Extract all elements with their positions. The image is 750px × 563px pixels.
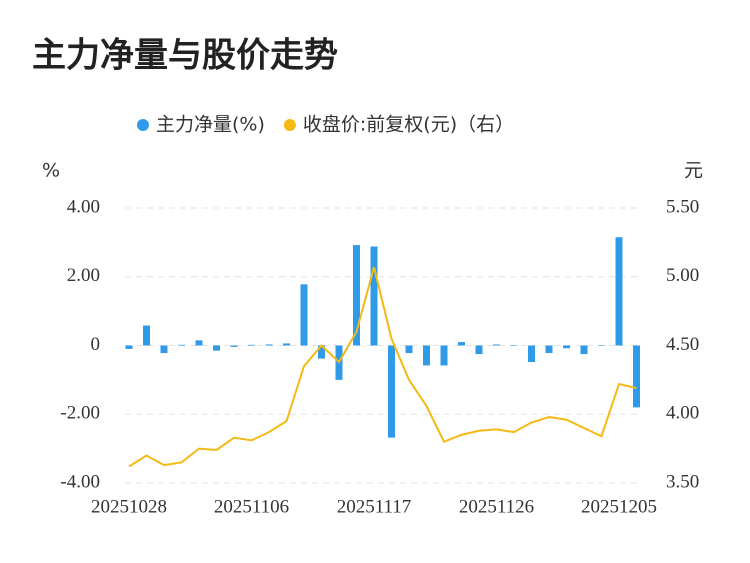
y2-tick-label: 4.50 (666, 334, 699, 355)
y2-tick-label: 3.50 (666, 471, 699, 492)
bar (143, 325, 150, 346)
y2-tick-label: 5.00 (666, 265, 699, 286)
price-line (128, 266, 637, 468)
x-tick-label: 20251117 (337, 496, 412, 517)
legend-marker (283, 119, 296, 131)
bar (545, 345, 553, 354)
y-tick-label: -2.00 (60, 403, 100, 424)
bar (563, 345, 570, 349)
bar (458, 342, 465, 346)
bar (388, 345, 395, 438)
bar (300, 284, 308, 346)
bar (195, 340, 203, 346)
bar (160, 345, 168, 354)
x-tick-label: 20251126 (459, 496, 534, 517)
y2-axis-unit: 元 (684, 160, 703, 182)
bar (125, 345, 133, 349)
bar (230, 345, 238, 347)
bar (615, 237, 623, 346)
bar (283, 343, 290, 346)
legend-label: 收盘价:前复权(元)（右） (303, 114, 514, 136)
bar (440, 345, 448, 366)
x-tick-label: 20251106 (214, 496, 289, 517)
bar (405, 345, 413, 354)
y-tick-label: 2.00 (67, 265, 100, 286)
y-tick-label: 0 (91, 334, 101, 355)
y2-tick-label: 5.50 (666, 196, 699, 217)
y-axis-unit: % (42, 160, 60, 182)
bar (248, 344, 255, 346)
legend-marker (137, 119, 149, 131)
bar (318, 345, 325, 359)
bar (493, 344, 500, 346)
bar (633, 345, 640, 408)
bar (178, 344, 185, 346)
bar (370, 246, 378, 346)
bar (353, 245, 360, 346)
bar (580, 345, 588, 355)
bar (423, 345, 430, 366)
bar (598, 345, 605, 346)
bar (213, 345, 220, 351)
x-tick-label: 20251205 (581, 496, 657, 517)
bar (510, 345, 518, 346)
chart-title: 主力净量与股价走势 (32, 36, 338, 76)
y-tick-label: 4.00 (67, 196, 100, 217)
y-tick-label: -4.00 (60, 471, 100, 492)
bar (528, 345, 535, 362)
x-tick-label: 20251028 (91, 496, 167, 517)
bar (475, 345, 483, 355)
legend: 主力净量(%) 收盘价:前复权(元)（右） (137, 114, 514, 136)
bar (265, 344, 273, 346)
legend-label: 主力净量(%) (156, 114, 265, 136)
y2-tick-label: 4.00 (666, 403, 699, 424)
